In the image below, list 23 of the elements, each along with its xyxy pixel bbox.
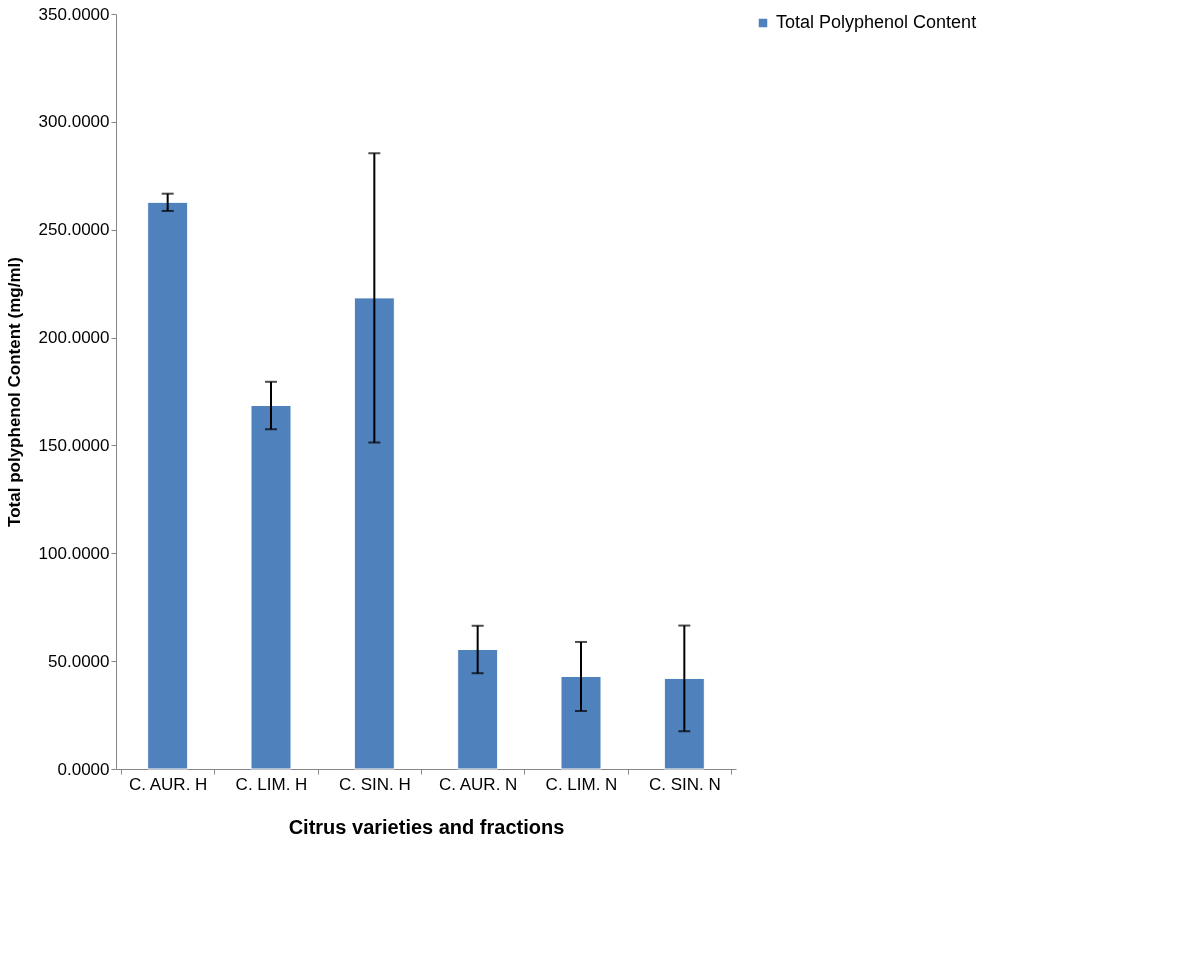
x-tick-label: C. AUR. H	[128, 774, 208, 794]
x-tick-label: C. SIN. N	[648, 774, 721, 794]
bar	[663, 677, 705, 770]
y-tick-label: 100.0000	[38, 543, 110, 563]
y-tick-label: 350.0000	[38, 4, 110, 24]
bar	[560, 675, 602, 770]
y-axis-title: Total polyphenol Content (mg/ml)	[4, 257, 24, 527]
y-tick-label: 250.0000	[38, 220, 110, 240]
bar	[250, 405, 292, 770]
bar	[457, 648, 499, 770]
x-tick-label: C. SIN. H	[338, 774, 411, 794]
y-tick-label: 150.0000	[38, 435, 110, 455]
x-axis-title: Citrus varieties and fractions	[288, 815, 565, 838]
bar	[353, 297, 395, 770]
x-tick-label: C. LIM. H	[235, 774, 308, 794]
y-tick-label: 50.0000	[48, 651, 110, 671]
bar	[147, 201, 189, 770]
y-tick-label: 300.0000	[38, 112, 110, 132]
y-tick-label: 200.0000	[38, 328, 110, 348]
x-tick-label: C. LIM. N	[545, 774, 618, 794]
legend-label: Total Polyphenol Content	[776, 12, 977, 32]
x-tick-label: C. AUR. N	[438, 774, 518, 794]
y-tick-label: 0.0000	[57, 759, 110, 779]
